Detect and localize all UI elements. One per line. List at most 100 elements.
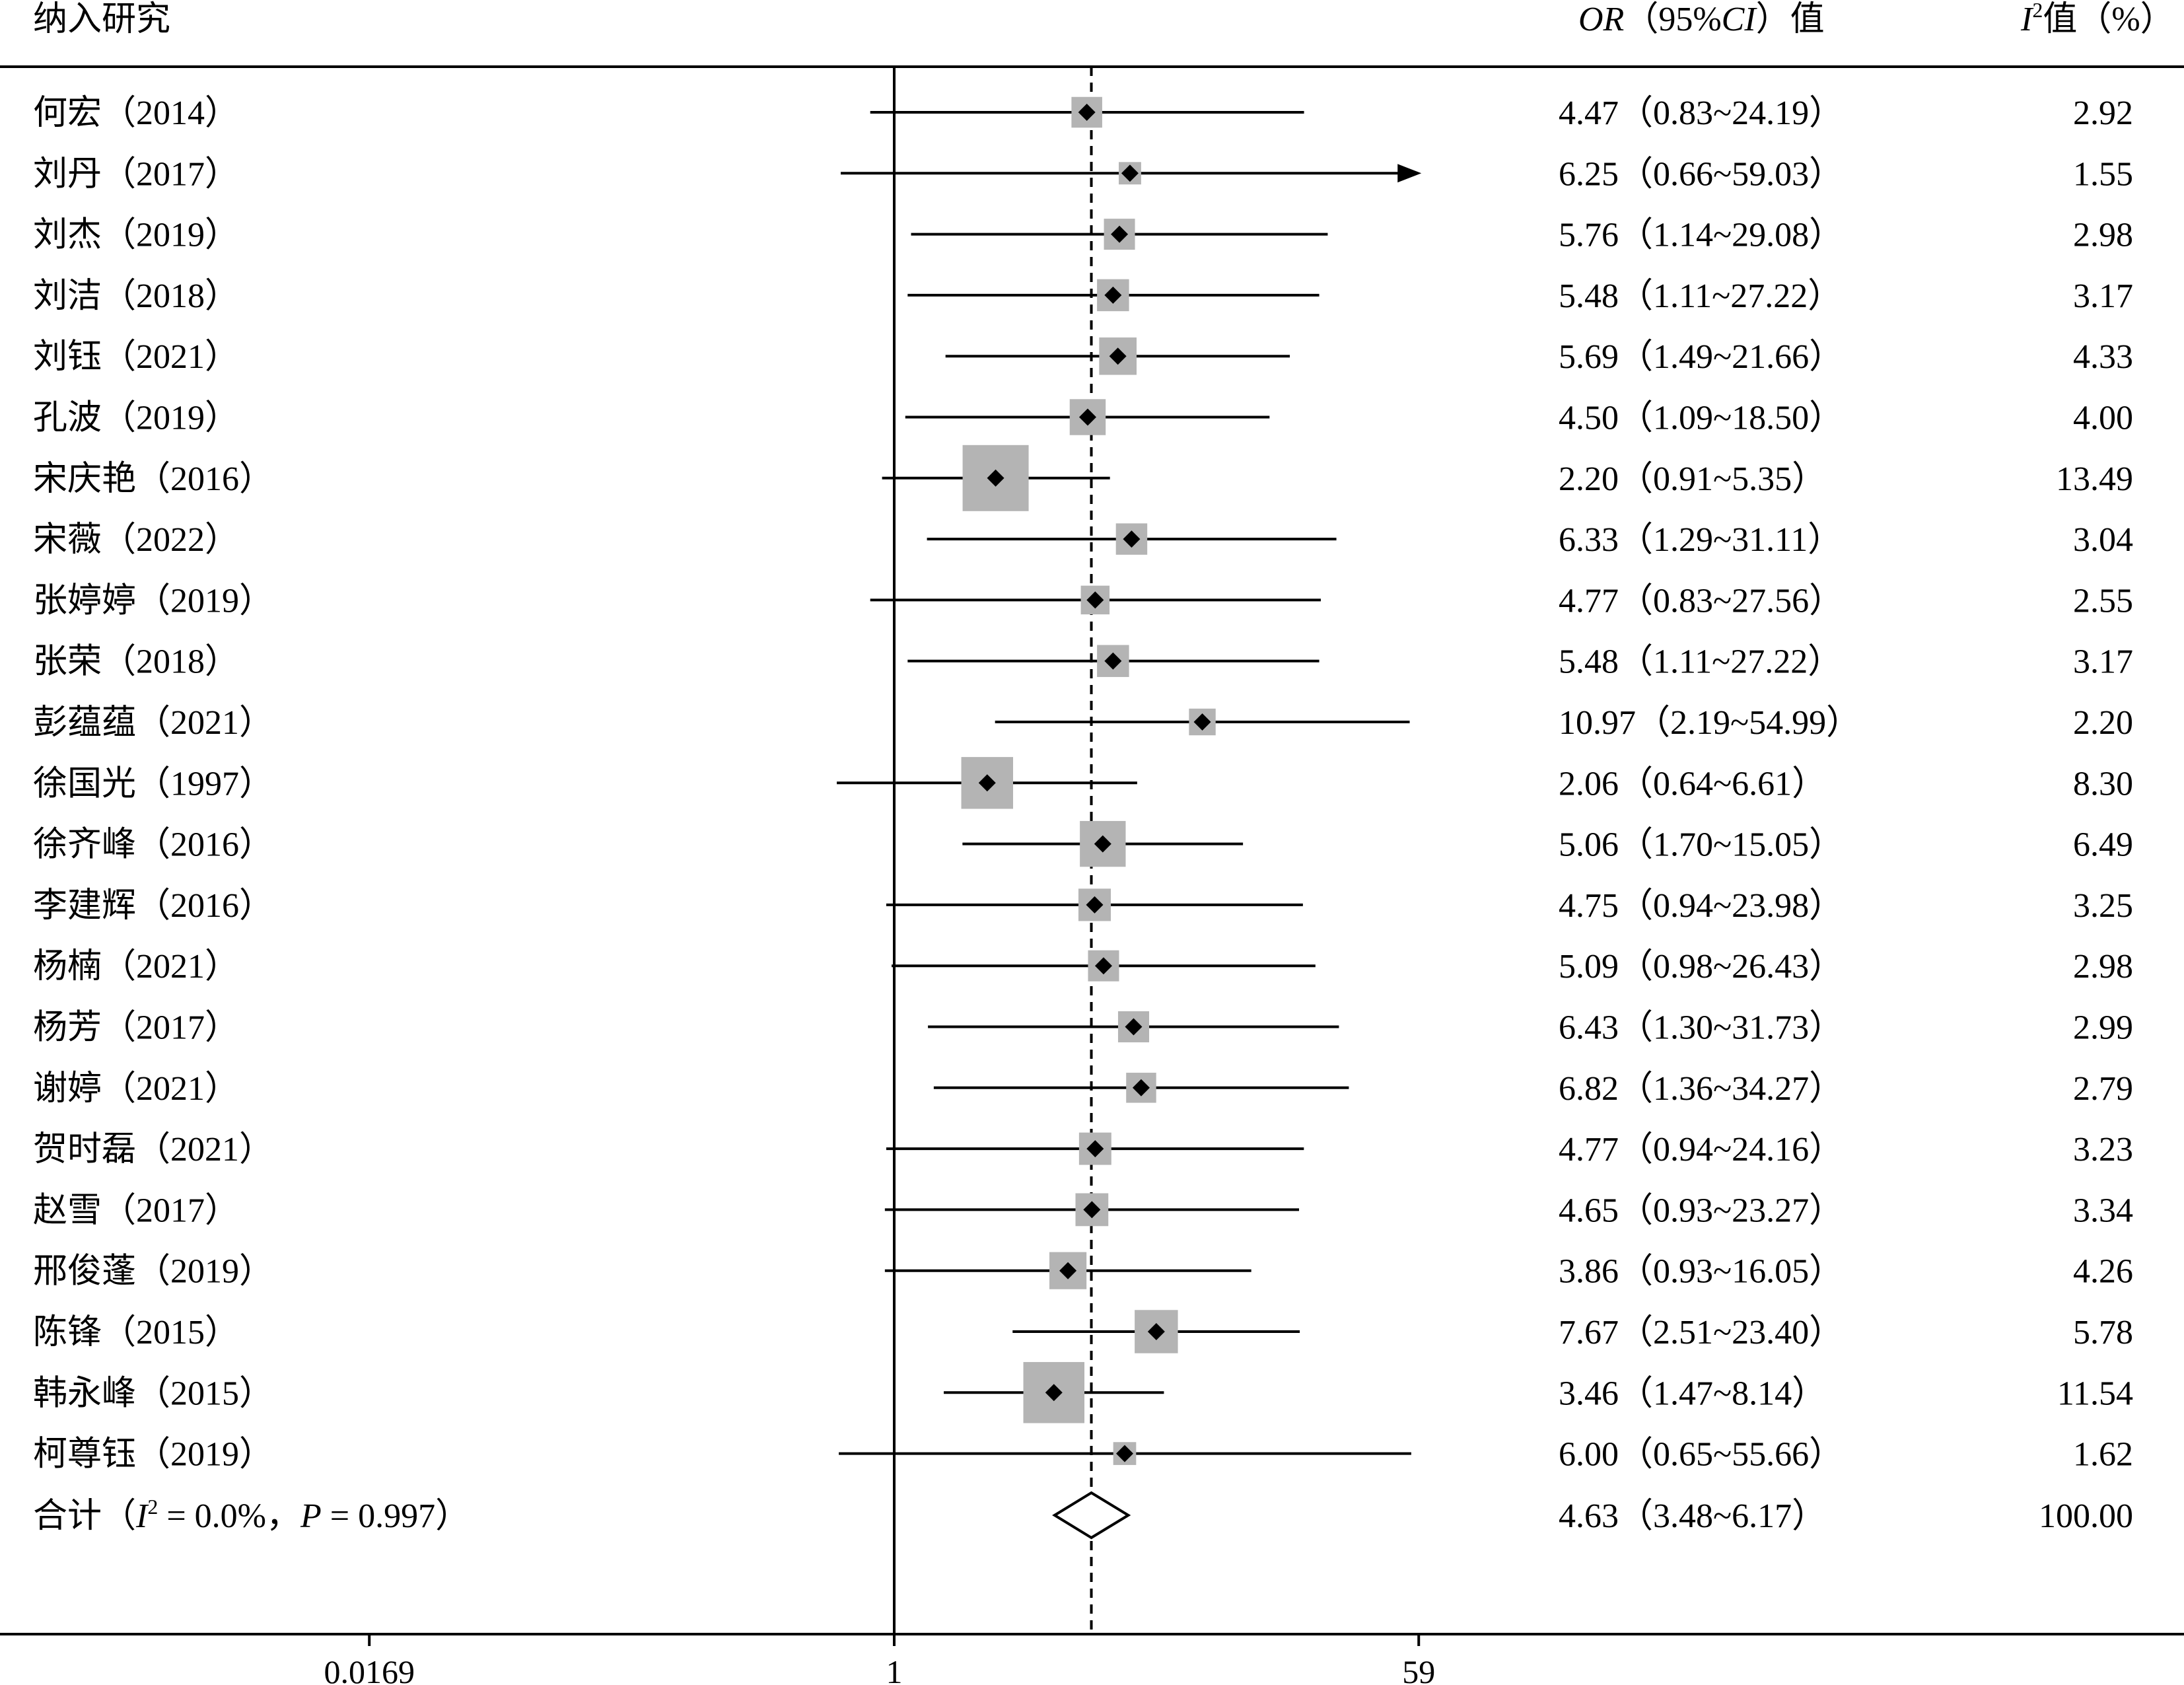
study-row: 彭蕴蕴（2021） 10.97（2.19~54.99） 2.20: [33, 704, 2133, 742]
study-name: 徐国光（1997）: [33, 765, 273, 803]
point-estimate-marker: [1086, 1140, 1104, 1158]
weight-text: 3.04: [2073, 521, 2133, 559]
weight-text: 2.99: [2073, 1009, 2133, 1047]
study-row: 张婷婷（2019） 4.77（0.83~27.56） 2.55: [33, 582, 2133, 620]
study-row: 何宏（2014） 4.47（0.83~24.19） 2.92: [33, 94, 2133, 132]
point-estimate-marker: [987, 469, 1004, 487]
or-ci-text: 2.20（0.91~5.35）: [1559, 460, 1826, 498]
weight-text: 2.55: [2073, 582, 2133, 620]
study-column-header: 纳入研究: [33, 1, 170, 38]
point-estimate-marker: [1109, 347, 1127, 365]
study-name: 韩永峰（2015）: [33, 1375, 273, 1412]
overall-or-text: 4.63（3.48~6.17）: [1559, 1497, 1826, 1535]
study-row: 刘杰（2019） 5.76（1.14~29.08） 2.98: [33, 217, 2133, 254]
study-row: 陈锋（2015） 7.67（2.51~23.40） 5.78: [33, 1310, 2133, 1353]
study-row: 柯尊钰（2019） 6.00（0.65~55.66） 1.62: [33, 1436, 2133, 1474]
or-ci-text: 5.48（1.11~27.22）: [1559, 277, 1842, 315]
study-name: 彭蕴蕴（2021）: [33, 704, 273, 742]
study-row: 刘钰（2021） 5.69（1.49~21.66） 4.33: [33, 337, 2133, 376]
study-name: 杨楠（2021）: [33, 948, 239, 986]
or-ci-text: 4.65（0.93~23.27）: [1559, 1192, 1843, 1229]
overall-row: 合计（I2 = 0.0%，P = 0.997） 4.63（3.48~6.17） …: [33, 1491, 2133, 1540]
weight-text: 2.98: [2073, 217, 2133, 254]
weight-text: 3.17: [2073, 643, 2133, 681]
or-ci-text: 4.77（0.83~27.56）: [1559, 582, 1843, 620]
study-name: 陈锋（2015）: [33, 1314, 239, 1351]
overall-diamond: [1052, 1491, 1131, 1540]
weight-text: 1.55: [2073, 155, 2133, 193]
study-name: 张荣（2018）: [33, 643, 239, 681]
overall-label: 合计（I2 = 0.0%，P = 0.997）: [33, 1495, 470, 1535]
or-ci-text: 5.76（1.14~29.08）: [1559, 217, 1843, 254]
or-ci-text: 5.48（1.11~27.22）: [1559, 643, 1842, 681]
or-ci-text: 7.67（2.51~23.40）: [1559, 1314, 1843, 1351]
or-column-header: OR（95%CI）值: [1578, 1, 1825, 38]
study-row: 宋薇（2022） 6.33（1.29~31.11） 3.04: [33, 521, 2133, 559]
study-row: 张荣（2018） 5.48（1.11~27.22） 3.17: [33, 643, 2133, 681]
study-name: 何宏（2014）: [33, 94, 239, 132]
weight-text: 4.33: [2073, 338, 2133, 376]
study-row: 韩永峰（2015） 3.46（1.47~8.14） 11.54: [33, 1362, 2133, 1423]
weight-text: 2.92: [2073, 94, 2133, 132]
point-estimate-marker: [1083, 1201, 1101, 1219]
or-ci-text: 5.06（1.70~15.05）: [1559, 826, 1843, 864]
point-estimate-marker: [1078, 408, 1096, 426]
study-name: 杨芳（2017）: [33, 1009, 239, 1047]
study-name: 谢婷（2021）: [33, 1070, 239, 1108]
overall-weight-text: 100.00: [2039, 1497, 2133, 1535]
study-rows: 何宏（2014） 4.47（0.83~24.19） 2.92 刘丹（2017） 6.25…: [33, 94, 2133, 1474]
or-ci-text: 10.97（2.19~54.99）: [1559, 704, 1860, 742]
weight-text: 11.54: [2057, 1375, 2133, 1412]
or-ci-text: 5.69（1.49~21.66）: [1559, 338, 1843, 376]
weight-text: 13.49: [2056, 460, 2133, 498]
or-ci-text: 6.33（1.29~31.11）: [1559, 521, 1842, 559]
or-ci-text: 4.77（0.94~24.16）: [1559, 1131, 1843, 1168]
study-name: 宋薇（2022）: [33, 521, 239, 559]
study-name: 张婷婷（2019）: [33, 582, 273, 620]
point-estimate-marker: [1147, 1323, 1165, 1340]
study-name: 刘丹（2017）: [33, 155, 239, 193]
or-ci-text: 6.25（0.66~59.03）: [1559, 155, 1843, 193]
or-ci-text: 6.82（1.36~34.27）: [1559, 1070, 1843, 1108]
weight-text: 2.98: [2073, 948, 2133, 986]
point-estimate-marker: [1123, 530, 1141, 548]
study-row: 贺时磊（2021） 4.77（0.94~24.16） 3.23: [33, 1131, 2133, 1168]
study-name: 宋庆艳（2016）: [33, 460, 273, 498]
study-row: 刘洁（2018） 5.48（1.11~27.22） 3.17: [33, 277, 2133, 315]
study-row: 杨楠（2021） 5.09（0.98~26.43） 2.98: [33, 948, 2133, 986]
weight-text: 2.79: [2073, 1070, 2133, 1108]
point-estimate-marker: [1121, 164, 1139, 182]
weight-text: 3.17: [2073, 277, 2133, 315]
or-ci-text: 6.00（0.65~55.66）: [1559, 1436, 1843, 1474]
study-name: 刘杰（2019）: [33, 217, 239, 254]
study-name: 李建辉（2016）: [33, 887, 273, 925]
study-name: 徐齐峰（2016）: [33, 826, 273, 864]
study-row: 谢婷（2021） 6.82（1.36~34.27） 2.79: [33, 1070, 2133, 1108]
study-name: 柯尊钰（2019）: [33, 1436, 273, 1474]
study-row: 杨芳（2017） 6.43（1.30~31.73） 2.99: [33, 1009, 2133, 1047]
x-tick-label: 59: [1402, 1653, 1435, 1685]
weight-text: 3.25: [2073, 887, 2133, 925]
study-row: 宋庆艳（2016） 2.20（0.91~5.35） 13.49: [33, 445, 2133, 511]
study-name: 刘洁（2018）: [33, 277, 239, 315]
study-row: 赵雪（2017） 4.65（0.93~23.27） 3.34: [33, 1192, 2133, 1229]
point-estimate-marker: [1104, 652, 1122, 670]
point-estimate-marker: [1104, 286, 1122, 304]
study-row: 徐齐峰（2016） 5.06（1.70~15.05） 6.49: [33, 820, 2133, 867]
study-name: 邢俊蓬（2019）: [33, 1253, 273, 1291]
weight-column-header: I2值（%）: [2020, 0, 2175, 38]
weight-text: 3.23: [2073, 1131, 2133, 1168]
or-ci-text: 4.47（0.83~24.19）: [1559, 94, 1843, 132]
weight-text: 4.26: [2073, 1253, 2133, 1291]
point-estimate-marker: [1193, 713, 1211, 731]
weight-text: 3.34: [2073, 1192, 2133, 1229]
x-tick-label: 0.0169: [324, 1653, 415, 1685]
study-name: 刘钰（2021）: [33, 338, 239, 376]
point-estimate-marker: [1086, 591, 1104, 609]
study-name: 贺时磊（2021）: [33, 1131, 273, 1168]
study-row: 邢俊蓬（2019） 3.86（0.93~16.05） 4.26: [33, 1252, 2133, 1291]
point-estimate-marker: [1125, 1018, 1143, 1036]
weight-text: 2.20: [2073, 704, 2133, 742]
study-row: 刘丹（2017） 6.25（0.66~59.03） 1.55: [33, 155, 2133, 193]
